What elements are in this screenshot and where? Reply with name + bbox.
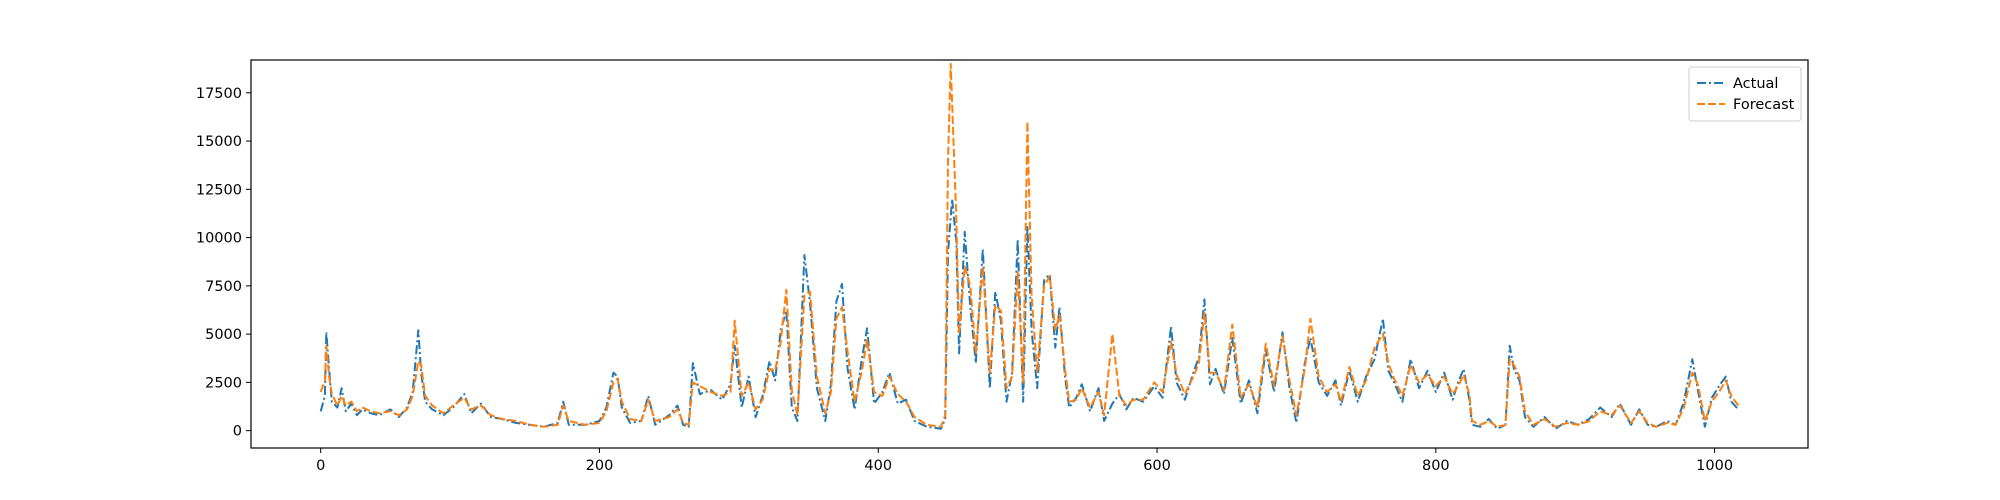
x-tick-label: 1000 [1696,458,1733,474]
y-tick-label: 2500 [205,375,242,391]
y-tick-label: 12500 [196,182,242,198]
series-line-forecast [319,62,1740,428]
y-tick-label: 7500 [205,279,242,295]
x-tick-label: 600 [1143,458,1171,474]
y-tick-label: 17500 [196,86,242,102]
x-tick-label: 200 [586,458,614,474]
y-tick-label: 10000 [196,231,242,247]
x-tick-label: 400 [864,458,892,474]
legend [1688,66,1802,122]
x-tick-label: 0 [316,458,325,474]
y-tick-label: 0 [233,424,242,440]
y-tick-label: 5000 [205,327,242,343]
legend-label-forecast: Forecast [1733,97,1795,113]
plot-frame [250,59,1809,449]
y-tick-label: 15000 [196,134,242,150]
legend-label-actual: Actual [1733,76,1778,92]
x-tick-label: 800 [1422,458,1450,474]
